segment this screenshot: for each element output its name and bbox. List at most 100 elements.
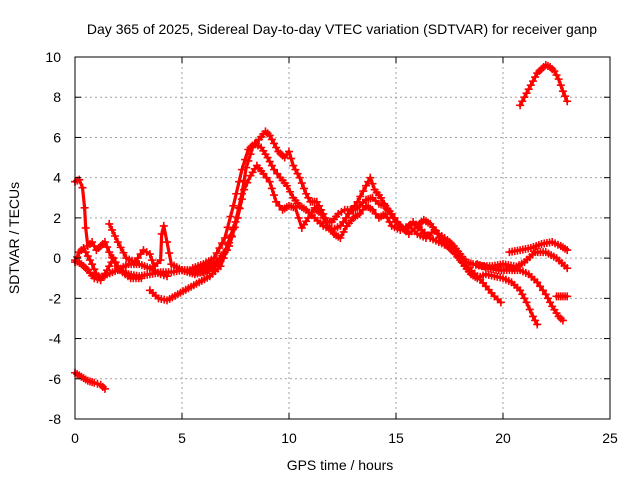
data-point-marker (263, 153, 272, 162)
data-point-marker (353, 197, 362, 206)
data-point-marker (451, 250, 460, 259)
data-point-marker (558, 316, 567, 325)
data-point-marker (533, 320, 542, 329)
data-point-marker (157, 229, 166, 238)
data-point-marker (145, 250, 154, 259)
data-point-marker (105, 219, 114, 228)
data-point-marker (85, 256, 94, 265)
data-point-marker (518, 290, 527, 299)
data-point-marker (148, 256, 157, 265)
data-point-marker (79, 244, 88, 253)
data-point-marker (550, 67, 559, 76)
data-point-marker (339, 217, 348, 226)
x-tick-label: 0 (71, 430, 79, 446)
data-point-marker (78, 183, 87, 192)
data-point-marker (285, 147, 293, 156)
x-tick-label: 5 (178, 430, 186, 446)
data-point-marker (226, 212, 235, 221)
data-point-marker (286, 187, 295, 196)
data-point-marker (531, 73, 540, 82)
data-point-marker (235, 204, 244, 213)
data-point-marker (272, 197, 281, 206)
data-point-marker (81, 248, 90, 257)
data-point-marker (556, 81, 565, 90)
data-point-marker (531, 316, 540, 325)
data-point-marker (113, 262, 122, 271)
data-point-marker (232, 189, 241, 198)
data-point-marker (156, 256, 165, 265)
data-point-marker (218, 239, 227, 248)
data-point-marker (212, 249, 221, 258)
data-point-marker (273, 169, 282, 178)
y-tick-label: -8 (49, 411, 62, 427)
plot-frame (74, 56, 611, 420)
data-point-marker (133, 254, 142, 263)
data-point-marker (368, 179, 377, 188)
data-point-marker (526, 81, 535, 90)
data-point-marker (552, 71, 561, 80)
data-point-marker (275, 201, 284, 210)
data-point-marker (105, 248, 114, 257)
data-point-marker (356, 192, 365, 201)
data-point-marker (386, 209, 395, 218)
data-point-marker (297, 179, 306, 188)
y-tick-label: -2 (49, 290, 62, 306)
data-point-marker (350, 201, 359, 210)
data-point-marker (270, 191, 279, 200)
data-point-marker (219, 254, 228, 263)
x-axis-label: GPS time / hours (287, 457, 394, 473)
data-point-marker (336, 234, 345, 242)
data-point-marker (371, 209, 380, 218)
data-point-marker (267, 135, 276, 144)
data-point-marker (103, 266, 112, 275)
data-point-marker (295, 173, 304, 182)
data-point-marker (358, 205, 367, 214)
data-point-marker (304, 193, 313, 202)
data-point-marker (267, 184, 276, 193)
data-point-marker (220, 234, 229, 242)
data-point-marker (302, 189, 311, 198)
data-point-marker (347, 205, 356, 214)
data-traces (71, 61, 572, 393)
data-point-marker (110, 231, 119, 240)
series-trace-satellite-track-2 (73, 178, 216, 278)
data-point-marker (259, 169, 268, 178)
data-point-marker (433, 229, 442, 238)
data-point-marker (496, 298, 505, 307)
data-point-marker (457, 258, 466, 267)
data-point-marker (516, 101, 525, 110)
data-point-marker (222, 246, 231, 255)
data-point-marker (454, 254, 463, 263)
data-point-marker (554, 75, 563, 84)
data-point-marker (558, 87, 567, 96)
data-point-marker (362, 181, 371, 190)
data-point-marker (528, 77, 537, 86)
data-point-marker (339, 227, 348, 236)
data-point-marker (119, 248, 128, 257)
data-point-marker (541, 290, 550, 299)
data-point-marker (536, 282, 545, 291)
data-point-marker (319, 213, 328, 222)
data-point-marker (359, 187, 368, 196)
data-point-marker (81, 223, 90, 232)
data-point-marker (528, 312, 537, 321)
chart-title: Day 365 of 2025, Sidereal Day-to-day VTE… (87, 21, 597, 37)
y-tick-label: -6 (49, 371, 62, 387)
data-point-marker (100, 384, 109, 393)
data-point-marker (561, 92, 570, 101)
y-tick-label: 4 (53, 170, 61, 186)
data-point-marker (563, 292, 572, 301)
data-point-marker (83, 252, 92, 261)
data-point-marker (88, 238, 97, 247)
data-point-marker (287, 154, 296, 163)
data-point-marker (516, 286, 525, 295)
data-point-marker (265, 131, 274, 140)
x-tick-label: 25 (602, 430, 618, 446)
y-tick-label: 6 (53, 129, 61, 145)
data-point-marker (241, 155, 250, 164)
y-tick-label: 0 (53, 250, 61, 266)
data-point-marker (235, 177, 244, 186)
y-tick-label: 10 (45, 49, 61, 65)
data-point-marker (225, 238, 234, 247)
data-point-marker (520, 294, 529, 303)
